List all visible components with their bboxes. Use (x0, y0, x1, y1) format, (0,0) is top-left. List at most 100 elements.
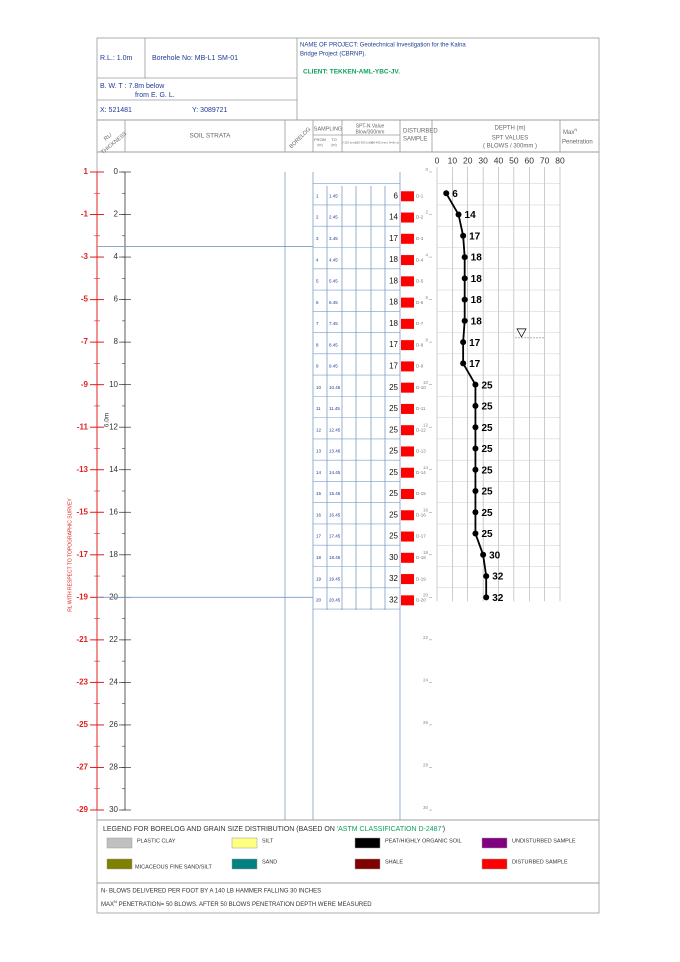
note: MAXN PENETRATION= 50 BLOWS. AFTER 50 BLO… (101, 899, 372, 908)
rl-tick-label: -27 (76, 763, 88, 772)
note: MAX (101, 902, 114, 908)
disturbed-sample (401, 297, 414, 308)
sample-no: 4 (316, 257, 319, 262)
spt-point-label: 25 (481, 465, 493, 476)
header-max: MaxN (563, 127, 577, 136)
sample-to: 8.45 (329, 342, 338, 347)
sample-to: 3.45 (329, 236, 338, 241)
rl-tick-label: -25 (76, 720, 88, 729)
spt-point-label: 6 (452, 189, 458, 200)
spt-point (472, 402, 479, 409)
disturbed-sample (401, 574, 414, 585)
disturbed-sample (401, 191, 414, 202)
rl-tick-label: -5 (81, 295, 89, 304)
legend-swatch (106, 837, 133, 849)
disturbed-sample (401, 425, 414, 436)
spt-n: 18 (389, 255, 398, 264)
spt-n: 25 (389, 510, 398, 519)
sample-no: 12 (316, 427, 322, 432)
header-spt-sub: 0-150 (mm) (342, 141, 357, 145)
header-sampling: SAMPLING (314, 126, 342, 132)
chart-depth-label: 0 (425, 167, 428, 172)
notes-frame (96, 882, 600, 914)
header-spt-values: ( BLOWS / 300mm ) (483, 144, 537, 150)
chart-depth-label: 8 (425, 337, 428, 342)
disturbed-sample (401, 595, 414, 606)
legend-swatch (354, 837, 381, 849)
sample-to: 7.45 (329, 321, 338, 326)
header-spt-values: SPT VALUES (492, 136, 528, 142)
header-spt-sub: N=(b+c) (389, 141, 399, 145)
spt-point-label: 17 (469, 338, 481, 349)
sample-no: 2 (316, 215, 319, 220)
sample-to: 13.46 (329, 449, 341, 454)
spt-n: 25 (389, 425, 398, 434)
chart-depth-label: 20 (423, 593, 429, 598)
header-borelog: BORELOG (289, 127, 312, 150)
rl-tick-label: -29 (76, 805, 88, 814)
spt-n: 14 (389, 213, 398, 222)
legend-swatch (481, 837, 508, 849)
disturbed-sample (401, 510, 414, 521)
header-max-sup: N (574, 127, 577, 132)
disturbed-sample (401, 552, 414, 563)
column-lines (284, 172, 401, 820)
header-disturbed: DISTURBED (403, 129, 438, 135)
depth-tick-label: 14 (109, 465, 118, 474)
sample-no: 10 (316, 385, 322, 390)
strata-thickness: 6.0m (104, 413, 111, 427)
sample-from: 12 (316, 427, 322, 432)
chart-depth-label: 12 (423, 422, 429, 427)
legend-swatch (106, 858, 133, 870)
spt-point-label: 17 (469, 359, 481, 370)
chart-x-label: 70 (540, 155, 550, 165)
spt-point (461, 275, 468, 282)
sample-to: 1.45 (329, 193, 338, 198)
coord-x: X: 521481 (100, 107, 132, 114)
spt-point (480, 551, 487, 558)
spt-n: 25 (389, 447, 398, 456)
sample-no: 11 (316, 406, 321, 411)
legend-label: MICACEOUS FINE SAND/SILT (135, 864, 213, 870)
depth-tick-label: 0 (114, 167, 119, 176)
spt-n: 25 (389, 489, 398, 498)
depth-tick-label: 12 (109, 422, 118, 431)
sample-label: D-3 (416, 236, 424, 241)
spt-point-label: 18 (471, 274, 483, 285)
chart-depth-label: 28 (423, 763, 429, 768)
sample-from: 1 (316, 193, 319, 198)
header-rl: RL/ (103, 132, 114, 142)
spt-n: 25 (389, 404, 398, 413)
spt-point-label: 25 (481, 380, 493, 391)
sample-label: D-14 (416, 470, 426, 475)
header-max: Max (563, 130, 574, 136)
sample-to: 11.45 (329, 406, 340, 411)
spt-point (460, 339, 467, 346)
spt-n: 17 (389, 234, 398, 243)
rl-tick-label: -3 (81, 252, 89, 261)
sample-to: 2.45 (329, 215, 338, 220)
sample-label: D-5 (416, 279, 424, 284)
disturbed-sample (401, 340, 414, 351)
disturbed-sample (401, 467, 414, 478)
spt-point (461, 317, 468, 324)
sample-from: 3 (316, 236, 319, 241)
sample-to: 4.45 (329, 257, 338, 262)
chart-depth-label: 16 (423, 507, 429, 512)
chart-depth-label: 14 (423, 465, 429, 470)
chart-depth-label: 22 (423, 635, 429, 640)
sample-no: 13 (316, 449, 322, 454)
rl-tick-label: -7 (81, 337, 89, 346)
disturbed-sample (401, 382, 414, 393)
spt-n: 18 (389, 319, 398, 328)
header-spt: SPT-N Value (356, 123, 385, 129)
sample-from: 17 (316, 534, 322, 539)
sample-from: 7 (316, 321, 319, 326)
water-table-symbol (516, 328, 527, 338)
sample-to: 14.45 (329, 470, 341, 475)
note-sup: N (114, 899, 117, 904)
rl-tick-label: -9 (81, 380, 89, 389)
sample-no: 14 (316, 470, 322, 475)
disturbed-sample (401, 255, 414, 266)
legend-label: DISTURBED SAMPLE (512, 859, 568, 865)
